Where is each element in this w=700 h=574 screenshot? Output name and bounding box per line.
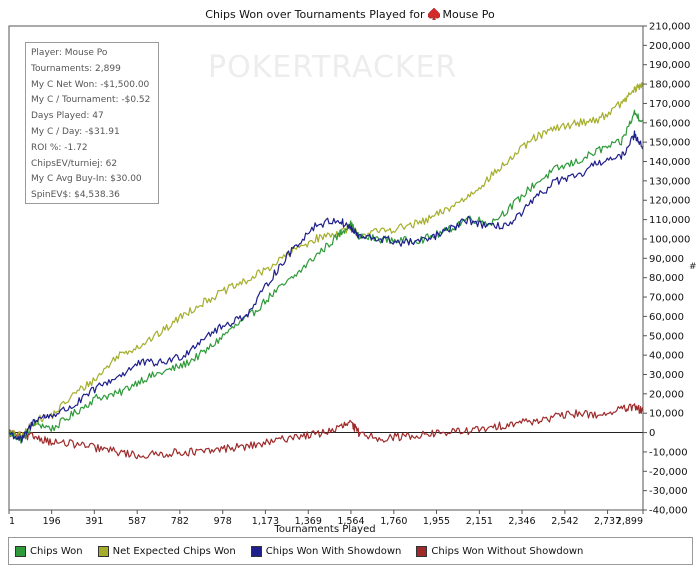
- y-tick-label: 10,000: [649, 409, 684, 420]
- legend-label-chips-won: Chips Won: [30, 545, 83, 557]
- legend-item-chips-won[interactable]: Chips Won: [15, 545, 83, 557]
- plot-frame: [8, 25, 644, 511]
- legend-swatch-net-expected: [97, 545, 109, 557]
- stat-roi: ROI %: -1.72: [31, 142, 88, 153]
- legend-swatch-with-showdown: [250, 545, 262, 557]
- pokertracker-watermark: POKERTRACKER: [208, 50, 457, 85]
- legend-swatch-chips-won: [15, 545, 26, 557]
- legend-item-net-expected[interactable]: Net Expected Chips Won: [97, 545, 236, 557]
- y-tick-label: 40,000: [649, 351, 684, 362]
- stat-avg-buy-in: My C Avg Buy-In: $30.00: [31, 174, 142, 185]
- y-tick-label: 120,000: [649, 196, 690, 207]
- y-tick-label: -30,000: [649, 486, 688, 497]
- y-tick-label: 110,000: [649, 215, 690, 226]
- legend: Chips Won Net Expected Chips Won Chips W…: [8, 537, 693, 565]
- series-layer: [8, 82, 644, 460]
- legend-label-without-showdown: Chips Won Without Showdown: [431, 545, 584, 557]
- tick-layer: -40,000 -30,000 -20,000 -10,000 0 10,000 20,00…: [8, 22, 690, 527]
- x-tick-label: 1,369: [295, 516, 322, 527]
- chart-title: Chips Won over Tournaments Played for Mou…: [0, 7, 700, 23]
- y-tick-label: 190,000: [649, 60, 690, 71]
- watermark-text: POKERTRACKER: [208, 50, 458, 85]
- x-tick-label: 1,760: [380, 516, 407, 527]
- y-tick-label: 170,000: [649, 99, 690, 110]
- x-tick-label: 978: [214, 516, 232, 527]
- x-tick-label: 1,955: [423, 516, 450, 527]
- y-axis-label: #: [689, 262, 697, 272]
- x-tick-label: 2,151: [466, 516, 493, 527]
- x-tick-label: 2,737: [594, 516, 621, 527]
- y-tick-label: 50,000: [649, 331, 684, 342]
- stat-net-won: My C Net Won: -$1,500.00: [31, 79, 150, 90]
- stat-per-day: My C / Day: -$31.91: [31, 126, 120, 137]
- y-tick-label: 30,000: [649, 370, 684, 381]
- y-tick-label: 60,000: [649, 312, 684, 323]
- x-tick-label: 2,346: [508, 516, 535, 527]
- chart-title-player: Mouse Po: [442, 8, 495, 21]
- x-tick-label: 1,173: [252, 516, 279, 527]
- y-tick-label: 200,000: [649, 41, 690, 52]
- stat-per-tournament: My C / Tournament: -$0.52: [31, 95, 151, 106]
- x-tick-label: 2,542: [551, 516, 578, 527]
- y-tick-label: -40,000: [649, 506, 688, 517]
- x-tick-label: 1,564: [337, 516, 364, 527]
- legend-swatch-without-showdown: [416, 545, 428, 557]
- x-axis-title: Tournaments Played: [274, 524, 376, 535]
- stat-chips-ev: ChipsEV/turniej: 62: [31, 158, 118, 169]
- stat-player: Player: Mouse Po: [31, 48, 108, 58]
- y-tick-label: 0: [649, 428, 655, 439]
- y-tick-label: 70,000: [649, 293, 684, 304]
- y-tick-label: 90,000: [649, 254, 684, 265]
- x-tick-label: 587: [128, 516, 146, 527]
- stat-tournaments: Tournaments: 2,899: [31, 63, 121, 74]
- series-line-chips-won-with-showdown: [8, 130, 644, 443]
- y-tick-label: 100,000: [649, 234, 690, 245]
- stat-days-played: Days Played: 47: [31, 111, 104, 122]
- y-tick-label: 180,000: [649, 80, 690, 91]
- series-line-net-expected-chips-won: [8, 82, 644, 439]
- y-tick-label: 130,000: [649, 176, 690, 187]
- x-tick-label: 2,899: [616, 516, 643, 527]
- series-line-chips-won: [8, 109, 644, 444]
- stats-box: Player: Mouse Po Tournaments: 2,899 My C…: [25, 42, 159, 204]
- y-tick-label: 210,000: [649, 22, 690, 33]
- x-tick-label: 196: [43, 516, 61, 527]
- legend-item-with-showdown[interactable]: Chips Won With Showdown: [250, 545, 402, 557]
- x-tick-label: 1: [9, 516, 15, 527]
- y-tick-label: -20,000: [649, 467, 688, 478]
- legend-item-without-showdown[interactable]: Chips Won Without Showdown: [416, 545, 584, 557]
- y-tick-label: -10,000: [649, 447, 688, 458]
- legend-label-with-showdown: Chips Won With Showdown: [265, 545, 402, 557]
- y-tick-label: 140,000: [649, 157, 690, 168]
- legend-label-net-expected: Net Expected Chips Won: [112, 545, 236, 557]
- y-tick-label: 80,000: [649, 273, 684, 284]
- y-tick-label: 150,000: [649, 138, 690, 149]
- x-tick-label: 391: [85, 516, 103, 527]
- y-tick-label: 20,000: [649, 389, 684, 400]
- x-tick-label: 782: [171, 516, 189, 527]
- series-line-chips-won-without-showdown: [8, 403, 644, 460]
- stat-spin-ev: SpinEV$: $4,538.36: [31, 190, 120, 201]
- y-tick-label: 160,000: [649, 118, 690, 129]
- chart-title-prefix: Chips Won over Tournaments Played for: [205, 8, 425, 21]
